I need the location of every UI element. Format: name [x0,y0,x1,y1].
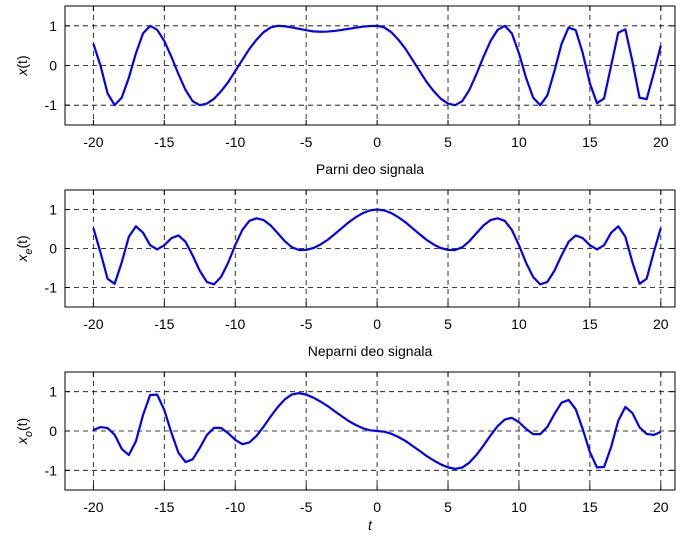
x-tick-label: -20 [83,499,103,515]
axes-frame [64,5,676,126]
y-label-base: x [14,68,30,77]
x-tick-label: 15 [582,134,598,150]
y-label-base: x [14,254,30,263]
x-tick-label: 0 [373,316,381,332]
y-label-suffix: (t) [14,55,30,68]
signal-line [92,392,662,470]
x-tick-label: -15 [154,499,174,515]
y-label-sub: o [23,431,35,437]
subplot-title: Neparni deo signala [308,343,433,359]
x-tick-label: -20 [83,134,103,150]
axes-frame [64,371,676,491]
x-axis-label: t [368,517,373,533]
y-tick-label: 0 [49,241,57,257]
y-label-suffix: (t) [14,418,30,431]
x-tick-label: -5 [300,499,313,515]
y-axis-label: x(t) [14,55,30,76]
subplot-title: Parni deo signala [316,161,424,177]
y-label-base: x [14,436,30,445]
x-tick-label: 15 [582,316,598,332]
axes-frame [64,189,676,308]
x-tick-label: 20 [653,499,669,515]
y-tick-label: 0 [49,58,57,74]
y-tick-label: -1 [45,97,58,113]
x-tick-label: 10 [511,499,527,515]
x-tick-label: 5 [444,499,452,515]
signal-line [92,24,662,107]
x-tick-label: 20 [653,316,669,332]
x-tick-label: -15 [154,316,174,332]
y-tick-label: 1 [49,384,57,400]
y-axis-label: xo(t) [14,418,35,445]
x-tick-label: -10 [225,499,245,515]
y-tick-label: 0 [49,423,57,439]
y-axis-label: xe(t) [14,235,35,262]
y-tick-label: 1 [49,202,57,218]
x-tick-label: 5 [444,134,452,150]
x-tick-label: 15 [582,499,598,515]
x-tick-label: -10 [225,316,245,332]
y-tick-label: -1 [45,462,58,478]
x-tick-label: 10 [511,316,527,332]
x-tick-label: 20 [653,134,669,150]
x-tick-label: 0 [373,134,381,150]
x-tick-label: -20 [83,316,103,332]
x-tick-label: 5 [444,316,452,332]
x-tick-label: -15 [154,134,174,150]
x-tick-label: 10 [511,134,527,150]
y-tick-label: 1 [49,18,57,34]
x-tick-label: -5 [300,316,313,332]
x-tick-label: 0 [373,499,381,515]
y-tick-label: -1 [45,280,58,296]
signal-line [92,208,662,286]
y-label-suffix: (t) [14,235,30,248]
x-tick-label: -10 [225,134,245,150]
y-label-sub: e [23,249,35,255]
x-tick-label: -5 [300,134,313,150]
